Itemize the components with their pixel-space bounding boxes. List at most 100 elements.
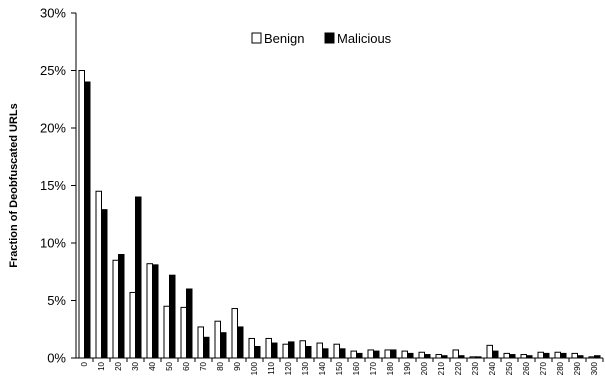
x-tick-label: 70 xyxy=(199,361,208,370)
x-tick-label: 160 xyxy=(352,361,361,375)
y-axis-ticks: 0% 5% 10% 15% 20% 25% 30% xyxy=(40,6,76,366)
benign-bar xyxy=(282,343,289,359)
x-tick-label: 50 xyxy=(165,361,174,370)
x-tick-label: 130 xyxy=(301,361,310,375)
malicious-bar xyxy=(237,326,244,359)
x-tick-label: 0 xyxy=(80,361,89,366)
malicious-bar xyxy=(152,264,159,359)
benign-bar xyxy=(248,337,255,359)
y-tick-label: 10% xyxy=(40,236,66,251)
x-tick-label: 210 xyxy=(437,361,446,375)
malicious-bar xyxy=(220,332,227,359)
y-tick-label: 0% xyxy=(47,351,66,366)
x-tick-label: 300 xyxy=(590,361,599,375)
x-tick-label: 40 xyxy=(148,361,157,370)
benign-bar xyxy=(180,306,187,359)
malicious-bar xyxy=(84,81,91,359)
x-tick-label: 280 xyxy=(556,361,565,375)
x-tick-label: 250 xyxy=(505,361,514,375)
malicious-bar xyxy=(135,196,142,359)
x-tick-label: 110 xyxy=(267,361,276,374)
y-tick-label: 30% xyxy=(40,6,66,21)
benign-bar xyxy=(384,349,391,359)
benign-bar xyxy=(197,326,204,359)
y-tick-label: 25% xyxy=(40,63,66,78)
benign-bar xyxy=(299,340,306,359)
malicious-bar xyxy=(560,352,567,359)
malicious-bar xyxy=(118,254,125,359)
bars xyxy=(78,70,601,359)
benign-bar xyxy=(265,337,272,359)
y-tick-label: 15% xyxy=(40,178,66,193)
benign-bar xyxy=(435,354,442,359)
benign-legend-label: Benign xyxy=(264,31,304,46)
benign-bar xyxy=(503,352,510,359)
malicious-bar xyxy=(424,354,431,359)
x-axis-ticks: 0 10 20 30 40 50 60 70 80 90 100 110 120 130 140 150 160… xyxy=(80,358,604,375)
x-tick-label: 180 xyxy=(386,361,395,375)
benign-bar xyxy=(333,343,340,359)
x-tick-label: 230 xyxy=(471,361,480,375)
y-tick-label: 20% xyxy=(40,121,66,136)
benign-bar xyxy=(112,259,119,359)
malicious-bar xyxy=(543,352,550,359)
x-tick-label: 150 xyxy=(335,361,344,375)
x-tick-label: 60 xyxy=(182,361,191,370)
benign-bar xyxy=(571,352,578,359)
malicious-bar xyxy=(305,346,312,359)
malicious-bar xyxy=(254,346,261,359)
benign-bar xyxy=(418,351,425,359)
benign-bar xyxy=(129,291,136,359)
malicious-bar xyxy=(492,350,499,359)
x-tick-label: 80 xyxy=(216,361,225,370)
x-tick-label: 270 xyxy=(539,361,548,375)
malicious-legend-label: Malicious xyxy=(337,31,392,46)
malicious-bar xyxy=(186,288,193,359)
x-tick-label: 100 xyxy=(250,361,259,375)
y-axis-label: Fraction of Deobfuscated URLs xyxy=(8,103,20,267)
benign-bar xyxy=(78,70,85,359)
x-tick-label: 260 xyxy=(522,361,531,375)
x-tick-label: 30 xyxy=(131,361,140,370)
x-tick-label: 290 xyxy=(573,361,582,375)
y-tick-label: 5% xyxy=(47,293,66,308)
malicious-bar xyxy=(271,342,278,359)
x-tick-label: 20 xyxy=(114,361,123,370)
benign-bar xyxy=(316,342,323,359)
malicious-bar xyxy=(390,349,397,359)
x-tick-label: 200 xyxy=(420,361,429,375)
benign-bar xyxy=(231,308,238,359)
benign-bar xyxy=(95,190,102,359)
benign-bar xyxy=(367,349,374,359)
x-tick-label: 220 xyxy=(454,361,463,375)
benign-bar xyxy=(146,263,153,359)
benign-bar xyxy=(537,351,544,359)
x-tick-label: 10 xyxy=(97,361,106,370)
malicious-bar xyxy=(101,209,108,359)
malicious-bar xyxy=(339,348,346,359)
malicious-bar xyxy=(373,350,380,359)
x-tick-label: 170 xyxy=(369,361,378,375)
x-tick-label: 120 xyxy=(284,361,293,375)
benign-bar xyxy=(401,350,408,359)
malicious-bar xyxy=(356,352,363,359)
benign-bar xyxy=(554,351,561,359)
malicious-bar xyxy=(203,336,210,359)
malicious-bar xyxy=(322,348,329,359)
benign-bar xyxy=(163,305,170,359)
benign-legend-swatch xyxy=(251,32,262,44)
legend: Benign Malicious xyxy=(251,31,392,46)
malicious-bar xyxy=(169,274,176,359)
malicious-legend-swatch xyxy=(324,32,335,44)
malicious-bar xyxy=(407,352,414,359)
benign-bar xyxy=(350,350,357,359)
benign-bar xyxy=(214,320,221,359)
x-tick-label: 240 xyxy=(488,361,497,375)
x-tick-label: 190 xyxy=(403,361,412,375)
x-tick-label: 90 xyxy=(233,361,242,370)
x-tick-label: 140 xyxy=(318,361,327,375)
malicious-bar xyxy=(288,341,295,359)
benign-bar xyxy=(520,354,527,359)
malicious-bar xyxy=(509,354,516,359)
